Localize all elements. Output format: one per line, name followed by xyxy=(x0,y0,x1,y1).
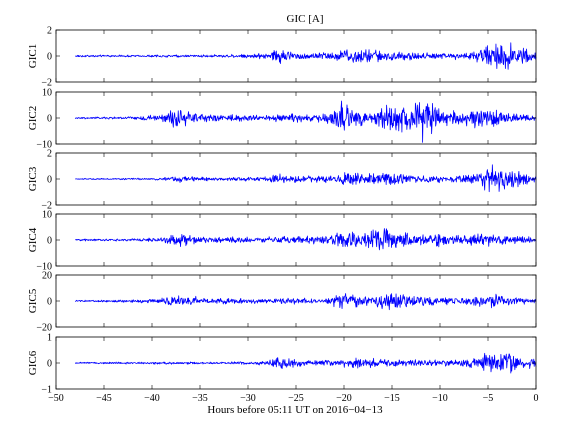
x-tick-label: −10 xyxy=(432,393,448,404)
y-tick-label: 1 xyxy=(47,333,52,344)
y-tick-label: 10 xyxy=(42,88,52,99)
gic-trace-3 xyxy=(75,164,537,193)
gic-trace-2 xyxy=(74,100,537,143)
gic-trace-1 xyxy=(74,42,537,70)
y-tick-label: −10 xyxy=(36,262,52,273)
x-tick-label: −5 xyxy=(483,393,494,404)
x-axis-label: Hours before 05:11 UT on 2016−04−13 xyxy=(207,404,383,416)
y-tick-label: 20 xyxy=(42,271,52,282)
x-tick-label: −20 xyxy=(336,393,352,404)
y-axis-label: GIC3 xyxy=(27,166,39,191)
y-tick-label: −1 xyxy=(41,385,52,396)
y-tick-label: 0 xyxy=(47,297,52,308)
x-tick-label: −40 xyxy=(144,393,160,404)
panel-frame-2 xyxy=(55,91,537,145)
x-tick-label: −25 xyxy=(288,393,304,404)
x-tick-label: −50 xyxy=(48,393,64,404)
y-tick-label: −10 xyxy=(36,140,52,151)
gic-trace-6 xyxy=(74,352,537,374)
y-tick-label: −2 xyxy=(41,78,52,89)
x-tick-label: −45 xyxy=(96,393,112,404)
y-axis-label: GIC1 xyxy=(27,44,39,68)
gic-trace-4 xyxy=(75,228,537,251)
y-axis-label: GIC2 xyxy=(27,106,39,130)
y-axis-label: GIC6 xyxy=(27,350,39,375)
y-tick-label: 0 xyxy=(47,175,52,186)
y-tick-label: 0 xyxy=(47,359,52,370)
figure-title: GIC [A] xyxy=(287,13,324,25)
y-tick-label: 2 xyxy=(47,149,52,160)
gic-trace-5 xyxy=(75,293,537,311)
y-tick-label: −2 xyxy=(41,201,52,212)
y-tick-label: 2 xyxy=(47,26,52,37)
x-tick-label: −35 xyxy=(192,393,208,404)
x-tick-label: −15 xyxy=(384,393,400,404)
y-tick-label: 10 xyxy=(42,210,52,221)
y-axis-label: GIC4 xyxy=(27,227,39,252)
y-tick-label: 0 xyxy=(47,52,52,63)
x-tick-label: −30 xyxy=(240,393,256,404)
y-tick-label: −20 xyxy=(36,323,52,334)
y-axis-label: GIC5 xyxy=(27,288,39,313)
y-tick-label: 0 xyxy=(47,114,52,125)
x-tick-label: 0 xyxy=(534,393,539,404)
y-tick-label: 0 xyxy=(47,236,52,247)
